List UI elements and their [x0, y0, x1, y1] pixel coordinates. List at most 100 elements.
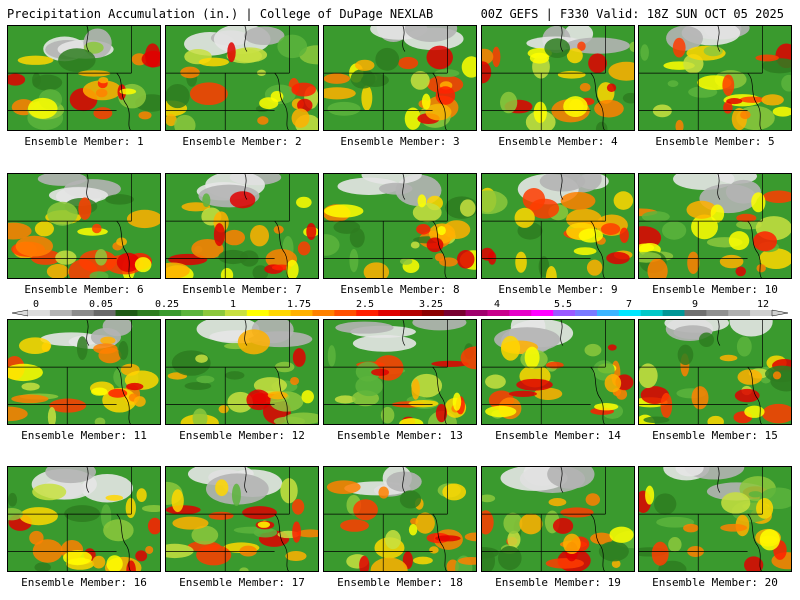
ensemble-map-panel: [165, 173, 319, 279]
ensemble-map-panel: [323, 466, 477, 572]
color-swatch: [246, 310, 270, 316]
color-swatch: [224, 310, 248, 316]
color-swatch: [28, 310, 51, 316]
color-swatch: [465, 310, 488, 316]
state-boundaries: [639, 467, 763, 571]
precip-map: [639, 320, 791, 424]
scale-tick-label: 9: [692, 299, 698, 310]
ensemble-member-label: Ensemble Member: 13: [337, 429, 463, 442]
color-swatch: [421, 310, 445, 316]
color-swatch: [181, 310, 204, 316]
color-swatch: [706, 310, 729, 316]
state-boundaries: [166, 320, 290, 424]
ensemble-map-panel: [323, 173, 477, 279]
color-swatch: [443, 310, 466, 316]
state-boundaries: [324, 320, 448, 424]
scale-tick-label: 2.5: [356, 299, 374, 310]
ensemble-map-panel: [7, 173, 161, 279]
ensemble-member-label: Ensemble Member: 20: [652, 576, 778, 589]
precip-map: [166, 26, 318, 130]
ensemble-member-label: Ensemble Member: 12: [179, 429, 305, 442]
precip-map: [8, 174, 160, 278]
ensemble-member-label: Ensemble Member: 16: [21, 576, 147, 589]
scale-max-arrow: [771, 309, 789, 317]
ensemble-map-panel: [323, 319, 477, 425]
precip-map: [482, 26, 634, 130]
state-boundaries: [8, 320, 132, 424]
state-boundaries: [324, 467, 448, 571]
precip-map: [8, 320, 160, 424]
ensemble-map-panel: [481, 25, 635, 131]
color-swatch: [71, 310, 94, 316]
color-swatch: [662, 310, 685, 316]
scale-tick-label: 1: [230, 299, 236, 310]
scale-min-arrow: [11, 309, 29, 317]
ensemble-map-panel: [165, 319, 319, 425]
color-swatch: [159, 310, 182, 316]
ensemble-member-label: Ensemble Member: 6: [24, 283, 144, 296]
scale-tick-label: 12: [757, 299, 769, 310]
color-swatch: [334, 310, 357, 316]
precip-map: [324, 26, 476, 130]
precip-map: [639, 26, 791, 130]
ensemble-map-panel: [7, 466, 161, 572]
ensemble-member-label: Ensemble Member: 19: [495, 576, 621, 589]
color-swatch: [268, 310, 291, 316]
state-boundaries: [482, 320, 606, 424]
ensemble-map-panel: [323, 25, 477, 131]
ensemble-member-label: Ensemble Member: 15: [652, 429, 778, 442]
ensemble-member-label: Ensemble Member: 4: [498, 135, 618, 148]
precip-map: [8, 26, 160, 130]
state-boundaries: [639, 320, 763, 424]
color-swatch: [290, 310, 313, 316]
state-boundaries: [482, 26, 606, 130]
state-boundaries: [482, 174, 606, 278]
color-swatch: [553, 310, 576, 316]
ensemble-map-panel: [638, 173, 792, 279]
precip-map: [324, 320, 476, 424]
precip-map: [482, 320, 634, 424]
ensemble-map-panel: [7, 319, 161, 425]
color-swatch: [49, 310, 73, 316]
state-boundaries: [639, 26, 763, 130]
valid-time: 00Z GEFS | F330 Valid: 18Z SUN OCT 05 20…: [480, 7, 784, 21]
map-title: Precipitation Accumulation (in.) | Colle…: [7, 7, 434, 21]
ensemble-map-panel: [638, 25, 792, 131]
ensemble-member-label: Ensemble Member: 3: [340, 135, 460, 148]
ensemble-map-panel: [7, 25, 161, 131]
color-swatch: [312, 310, 335, 316]
ensemble-map-panel: [481, 173, 635, 279]
color-swatch: [684, 310, 707, 316]
precip-map: [166, 467, 318, 571]
ensemble-map-panel: [165, 466, 319, 572]
ensemble-member-label: Ensemble Member: 17: [179, 576, 305, 589]
color-swatch: [728, 310, 751, 316]
state-boundaries: [166, 174, 290, 278]
ensemble-member-label: Ensemble Member: 14: [495, 429, 621, 442]
scale-tick-label: 0: [33, 299, 39, 310]
precip-map: [8, 467, 160, 571]
color-swatch: [115, 310, 138, 316]
color-swatch: [137, 310, 160, 316]
ensemble-map-panel: [165, 25, 319, 131]
ensemble-member-label: Ensemble Member: 9: [498, 283, 618, 296]
ensemble-member-label: Ensemble Member: 11: [21, 429, 147, 442]
color-swatch: [356, 310, 379, 316]
precip-map: [482, 174, 634, 278]
ensemble-map-panel: [638, 466, 792, 572]
ensemble-member-label: Ensemble Member: 1: [24, 135, 144, 148]
ensemble-map-panel: [481, 466, 635, 572]
ensemble-member-label: Ensemble Member: 8: [340, 283, 460, 296]
precip-map: [639, 467, 791, 571]
color-swatch: [203, 310, 226, 316]
precip-map: [166, 320, 318, 424]
color-swatch: [378, 310, 401, 316]
scale-tick-label: 1.75: [287, 299, 311, 310]
precip-map: [324, 174, 476, 278]
color-swatch: [596, 310, 620, 316]
precip-map: [324, 467, 476, 571]
ensemble-member-label: Ensemble Member: 10: [652, 283, 778, 296]
scale-tick-label: 5.5: [554, 299, 572, 310]
state-boundaries: [8, 26, 132, 130]
precip-map: [166, 174, 318, 278]
